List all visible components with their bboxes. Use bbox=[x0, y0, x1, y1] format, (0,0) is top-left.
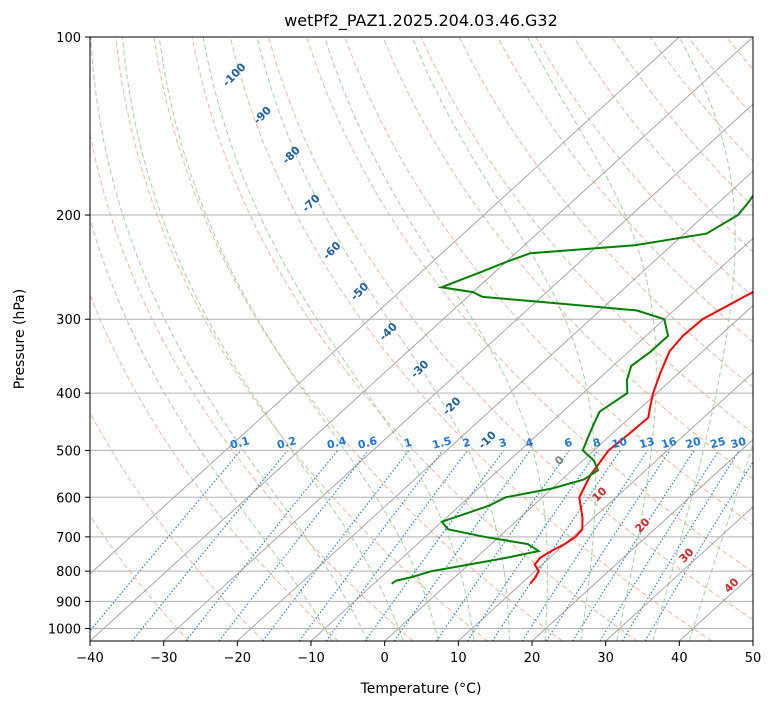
dry-adiabat bbox=[90, 411, 264, 641]
isotherm-line bbox=[310, 237, 753, 641]
x-tick-label: 40 bbox=[671, 651, 688, 666]
moist-adiabat bbox=[158, 37, 439, 641]
y-axis-title: Pressure (hPa) bbox=[12, 289, 28, 389]
mixing-ratio-label: 30 bbox=[729, 435, 747, 452]
mixing-ratio-label: 16 bbox=[660, 435, 678, 452]
plot-area bbox=[90, 37, 753, 641]
mixing-ratio-label: 0.6 bbox=[356, 434, 379, 452]
mixing-ratio-line bbox=[545, 450, 671, 641]
y-tick-label: 900 bbox=[56, 595, 81, 610]
dry-adiabat bbox=[229, 37, 712, 641]
x-tick-label: 50 bbox=[745, 651, 762, 666]
dry-adiabat bbox=[153, 37, 563, 641]
x-axis-title: Temperature (°C) bbox=[360, 681, 482, 697]
y-tick-label: 300 bbox=[56, 313, 81, 328]
axes: −40 −30 −20 −10 0 10 20 30 40 5010020030040050060… bbox=[48, 31, 761, 666]
x-tick-label: 20 bbox=[524, 651, 541, 666]
moist-adiabat bbox=[256, 37, 510, 641]
isotherm-line bbox=[163, 103, 753, 641]
mixing-ratio-line bbox=[491, 450, 621, 641]
mixing-ratio-label: 0.1 bbox=[229, 434, 251, 452]
mixing-ratio-line bbox=[467, 450, 599, 641]
x-tick-label: −30 bbox=[150, 651, 177, 666]
mixing-ratio-line bbox=[621, 450, 740, 641]
mixing-ratio-label: 1.5 bbox=[431, 434, 453, 452]
mixing-ratio-label: 8 bbox=[591, 436, 602, 451]
mixing-ratio-label: 0.4 bbox=[326, 434, 349, 452]
x-tick-label: 30 bbox=[597, 651, 614, 666]
moist-adiabat bbox=[90, 217, 333, 641]
mixing-ratio-label: 20 bbox=[684, 435, 702, 452]
y-tick-label: 800 bbox=[56, 565, 81, 580]
dry-adiabat bbox=[420, 37, 753, 434]
x-tick-label: 0 bbox=[381, 651, 389, 666]
mixing-ratio-line bbox=[435, 450, 570, 641]
x-tick-label: 10 bbox=[450, 651, 467, 666]
dry-adiabat bbox=[115, 37, 488, 641]
moist-adiabat bbox=[652, 37, 736, 641]
x-tick-label: −40 bbox=[76, 651, 103, 666]
dewpoint-profile bbox=[391, 193, 753, 585]
isotherm-line bbox=[384, 304, 753, 641]
mixing-ratio-line bbox=[185, 450, 339, 641]
mixing-ratio-label: 6 bbox=[563, 436, 574, 451]
mixing-ratio-label: 10 bbox=[610, 435, 628, 452]
dry-adiabat bbox=[496, 37, 753, 343]
isotherm-line bbox=[236, 170, 753, 641]
isotherm-line bbox=[605, 506, 753, 641]
dry-adiabat bbox=[535, 37, 753, 298]
y-tick-label: 600 bbox=[56, 491, 81, 506]
mixing-ratio-label: 2 bbox=[461, 436, 472, 451]
moist-adiabat bbox=[688, 443, 753, 641]
plot-frame bbox=[89, 36, 754, 642]
mixing-ratio-label: 25 bbox=[709, 435, 727, 452]
mixing-ratio-line bbox=[572, 450, 695, 641]
dry-adiabat bbox=[268, 37, 753, 621]
dry-adiabat bbox=[306, 37, 753, 573]
y-tick-label: 100 bbox=[56, 31, 81, 46]
mixing-ratio-line bbox=[325, 450, 468, 641]
mixing-ratio-label: 4 bbox=[524, 436, 535, 451]
x-tick-label: −10 bbox=[297, 651, 324, 666]
moist-adiabat bbox=[202, 37, 475, 641]
mixing-ratio-line bbox=[298, 450, 444, 641]
chart-title: wetPf2_PAZ1.2025.204.03.46.G32 bbox=[284, 11, 558, 31]
mixing-ratio-label: 1 bbox=[403, 436, 414, 451]
mixing-ratio-line bbox=[644, 460, 753, 641]
mixing-ratio-line bbox=[364, 450, 505, 641]
temperature-profile bbox=[529, 290, 753, 585]
mixing-ratio-line bbox=[262, 450, 410, 641]
mixing-ratio-label: 3 bbox=[497, 436, 508, 451]
mixing-ratio-line bbox=[218, 450, 369, 641]
isotherm-line bbox=[531, 439, 753, 641]
x-tick-label: −20 bbox=[224, 651, 251, 666]
moist-adiabat bbox=[324, 37, 549, 641]
y-tick-label: 400 bbox=[56, 387, 81, 402]
mixing-ratio-line bbox=[521, 450, 649, 641]
isotherm-line bbox=[90, 37, 753, 641]
isotherm-line bbox=[90, 37, 680, 575]
dry-adiabat bbox=[191, 37, 638, 641]
y-tick-label: 1000 bbox=[48, 622, 81, 637]
y-tick-label: 500 bbox=[56, 444, 81, 459]
moist-adiabat bbox=[121, 37, 404, 641]
y-tick-label: 200 bbox=[56, 209, 81, 224]
y-tick-label: 700 bbox=[56, 531, 81, 546]
mixing-ratio-line bbox=[599, 450, 720, 641]
mixing-ratio-label: 0.2 bbox=[276, 434, 298, 452]
mixing-ratio-label: 13 bbox=[638, 435, 656, 452]
